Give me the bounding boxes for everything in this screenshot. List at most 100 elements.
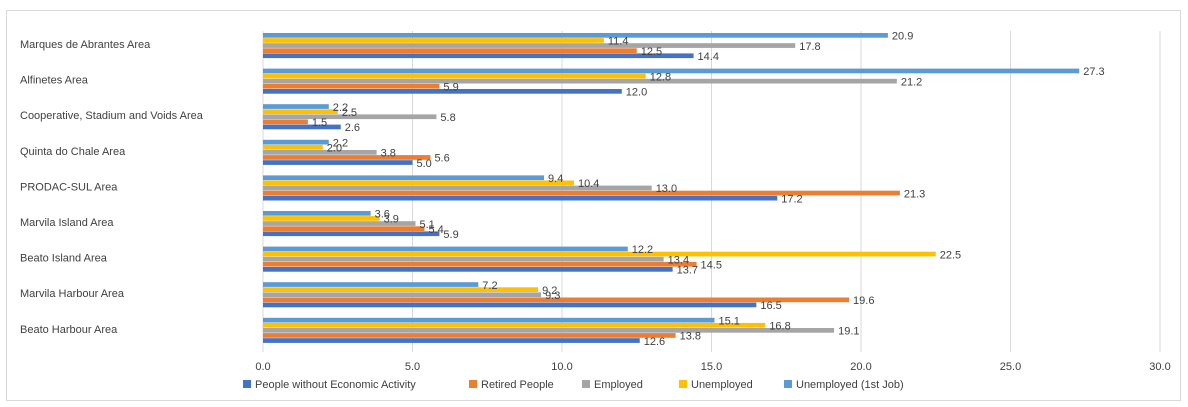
bar-unemployed [263,38,604,43]
data-label: 12.6 [644,336,665,348]
legend-swatch [784,380,792,388]
data-label: 5.0 [417,158,432,170]
category-label: Quinta do Chale Area [20,146,126,158]
data-label: 5.9 [443,82,458,94]
data-label: 9.4 [548,173,563,185]
bar-unemployed [263,180,574,186]
data-label: 5.8 [440,112,455,124]
bar-people-without-economic-activity [263,338,640,343]
bar-unemployed [263,287,539,292]
data-label: 12.5 [641,46,662,58]
data-label: 5.6 [434,153,449,165]
bar-employed [263,328,835,333]
data-label: 14.4 [698,51,719,63]
data-label: 19.1 [838,326,859,338]
bar-retired-people [263,48,637,53]
bar-unemployed-1st-job [263,282,479,287]
legend-label: Retired People [481,379,554,391]
category-label: Cooperative, Stadium and Voids Area [20,110,204,122]
category-label: Marvila Island Area [20,217,114,229]
data-label: 13.4 [668,254,689,266]
bar-employed [263,78,897,84]
bar-retired-people [263,119,308,125]
bar-people-without-economic-activity [263,160,413,165]
data-label: 9.2 [542,285,557,297]
bar-unemployed-1st-job [263,211,371,216]
bar-employed [263,292,542,298]
bar-employed [263,150,377,155]
legend-label: Employed [594,379,643,391]
data-label: 12.0 [626,87,647,99]
data-label: 3.8 [381,148,396,160]
x-tick-label: 20.0 [850,361,871,373]
bar-unemployed-1st-job [263,246,628,252]
bar-retired-people [263,226,425,231]
data-label: 12.2 [632,244,653,256]
data-label: 19.6 [853,295,874,307]
data-label: 16.5 [760,300,781,312]
bar-people-without-economic-activity [263,195,778,201]
x-tick-label: 30.0 [1149,361,1170,373]
legend-swatch [243,380,251,388]
data-label: 7.2 [482,280,497,292]
data-label: 2.0 [327,143,342,155]
x-tick-label: 15.0 [701,361,722,373]
bar-people-without-economic-activity [263,89,622,94]
bar-people-without-economic-activity [263,267,673,272]
bar-people-without-economic-activity [263,231,440,237]
category-label: Marvila Harbour Area [20,288,125,300]
bar-employed [263,221,416,226]
bar-unemployed [263,251,936,257]
data-label: 14.5 [701,260,722,272]
data-label: 2.5 [342,107,357,119]
bar-unemployed-1st-job [263,139,329,145]
bar-unemployed-1st-job [263,175,545,181]
bar-people-without-economic-activity [263,124,341,130]
bar-retired-people [263,333,676,338]
data-label: 13.8 [680,331,701,343]
data-label: 5.9 [443,229,458,241]
data-label: 9.3 [545,290,560,302]
legend-label: People without Economic Activity [255,379,416,391]
data-label: 1.5 [312,117,327,129]
bar-unemployed [263,73,646,79]
data-label: 10.4 [578,178,599,190]
bar-retired-people [263,83,440,89]
legend-swatch [469,380,477,388]
data-label: 2.2 [333,137,348,149]
bar-people-without-economic-activity [263,302,757,308]
data-label: 21.3 [904,188,925,200]
bar-unemployed-1st-job [263,317,715,323]
data-label: 2.2 [333,102,348,114]
bar-unemployed [263,322,766,328]
legend-label: Unemployed [691,379,753,391]
category-label: Beato Harbour Area [20,324,118,336]
bar-unemployed [263,144,323,150]
bar-unemployed-1st-job [263,104,329,109]
bar-retired-people [263,190,900,196]
x-tick-label: 10.0 [551,361,572,373]
bar-employed [263,43,796,48]
data-label: 22.5 [940,249,961,261]
data-label: 13.7 [677,265,698,277]
bar-unemployed [263,109,338,114]
data-label: 3.9 [384,214,399,226]
data-label: 17.8 [799,41,820,53]
bar-retired-people [263,261,697,267]
x-tick-label: 0.0 [255,361,270,373]
legend-swatch [679,380,687,388]
data-label: 20.9 [892,31,913,43]
x-tick-label: 5.0 [405,361,420,373]
data-label: 15.1 [718,315,739,327]
data-label: 27.3 [1083,66,1104,78]
data-label: 5.4 [428,224,443,236]
bar-unemployed-1st-job [263,68,1080,74]
data-label: 12.8 [650,71,671,83]
legend-swatch [582,380,590,388]
category-label: Beato Island Area [20,253,108,265]
data-label: 3.6 [375,209,390,221]
bar-people-without-economic-activity [263,53,694,59]
data-label: 13.0 [656,183,677,195]
bar-retired-people [263,297,850,303]
data-label: 5.1 [419,219,434,231]
